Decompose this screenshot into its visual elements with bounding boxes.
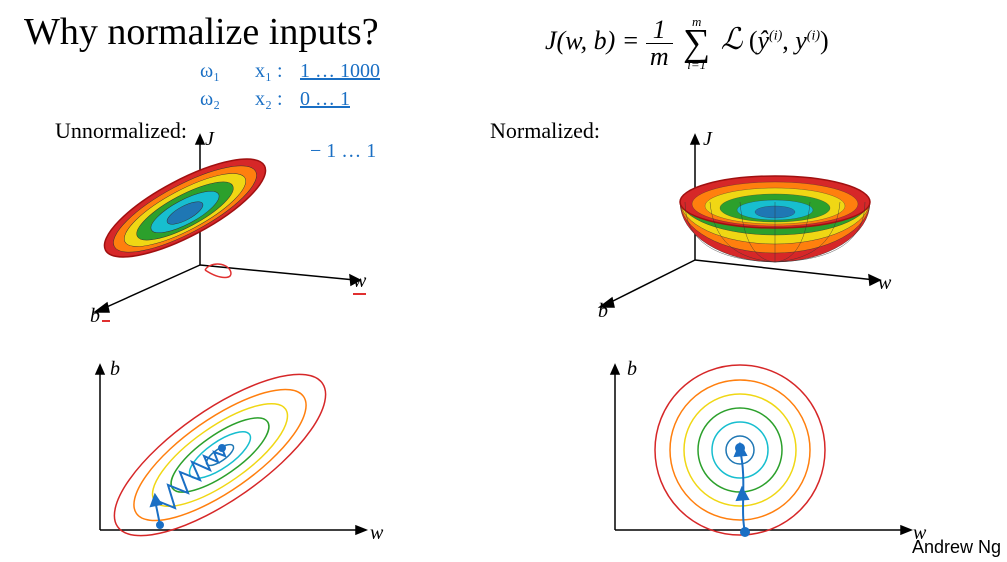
unnormalized-contour-plot bbox=[60, 360, 390, 560]
axis-w-right: w bbox=[878, 272, 891, 295]
axis-J-right: J bbox=[703, 128, 712, 151]
frac-bot: m bbox=[646, 44, 673, 70]
formula-lhs: J(w, b) = bbox=[545, 26, 646, 55]
hand-w2: ω₂ bbox=[200, 88, 220, 111]
normalized-contour-plot bbox=[575, 360, 935, 560]
cost-formula: J(w, b) = 1 m m ∑ i=1 ℒ (ŷ(i), y(i)) bbox=[545, 15, 829, 71]
axis-b-left: b bbox=[90, 305, 110, 328]
page-title: Why normalize inputs? bbox=[24, 10, 379, 54]
hand-x1: x₁ : bbox=[255, 60, 283, 83]
axis-w-bl: w bbox=[370, 522, 383, 545]
hand-r2: 0 … 1 bbox=[300, 88, 350, 111]
unnormalized-3d-plot bbox=[60, 130, 390, 330]
normalized-3d-plot bbox=[565, 130, 925, 330]
hand-x2: x₂ : bbox=[255, 88, 283, 111]
axis-b-br: b bbox=[627, 358, 637, 381]
axis-J-left: J bbox=[205, 128, 214, 151]
frac-top: 1 bbox=[646, 17, 673, 44]
axis-b-right: b bbox=[598, 300, 608, 323]
axis-w-left: w bbox=[353, 270, 366, 295]
hand-r1: 1 … 1000 bbox=[300, 60, 380, 83]
hand-w1: ω₁ bbox=[200, 60, 220, 83]
author-credit: Andrew Ng bbox=[912, 537, 1001, 558]
axis-b-bl: b bbox=[110, 358, 120, 381]
loss-symbol: ℒ bbox=[721, 23, 743, 56]
